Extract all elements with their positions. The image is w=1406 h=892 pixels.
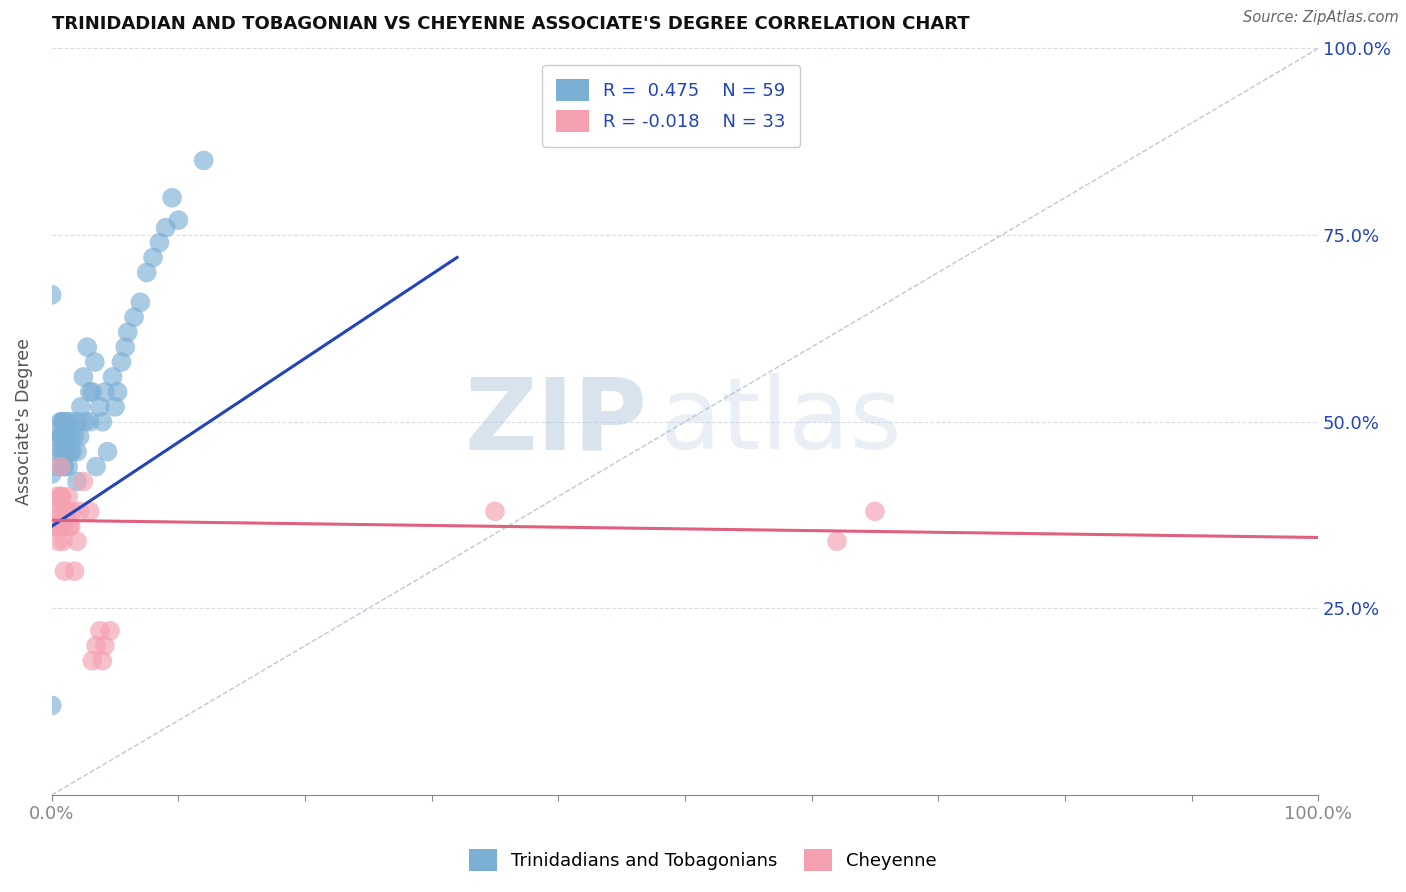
Point (60, 444, 83, 458)
Text: TRINIDADIAN AND TOBAGONIAN VS CHEYENNE ASSOCIATE'S DEGREE CORRELATION CHART: TRINIDADIAN AND TOBAGONIAN VS CHEYENNE A… (52, 15, 969, 33)
Point (49, 459, 72, 474)
Point (122, 310, 145, 325)
Point (101, 370, 124, 384)
Point (60, 504, 83, 518)
Point (53, 415, 76, 429)
Point (46, 459, 69, 474)
Point (484, 504, 506, 518)
Point (117, 325, 139, 339)
Point (142, 251, 165, 265)
Point (53, 444, 76, 458)
Point (56, 504, 79, 518)
Point (53, 430, 76, 444)
Point (167, 213, 190, 227)
Point (58, 459, 80, 474)
Point (91, 654, 114, 668)
Point (41, 288, 63, 302)
Point (53, 564, 76, 578)
Point (76, 340, 98, 354)
Point (59, 415, 82, 429)
Text: Source: ZipAtlas.com: Source: ZipAtlas.com (1243, 11, 1399, 25)
Point (59, 519, 82, 533)
Point (58, 430, 80, 444)
Point (69, 504, 91, 518)
Point (863, 504, 886, 518)
Point (51, 415, 73, 429)
Point (98, 624, 121, 638)
Point (79, 384, 101, 399)
Point (91, 415, 114, 429)
Point (41, 698, 63, 713)
Point (94, 639, 117, 653)
Point (46, 534, 69, 549)
Point (82, 384, 104, 399)
Point (41, 430, 63, 444)
Point (48, 519, 70, 533)
Point (51, 444, 73, 458)
Point (155, 220, 177, 235)
Text: atlas: atlas (659, 373, 901, 470)
Point (49, 490, 72, 504)
Point (148, 235, 170, 250)
Point (56, 415, 79, 429)
Point (46, 444, 69, 458)
Point (84, 459, 107, 474)
Point (89, 400, 111, 414)
Point (66, 534, 89, 549)
Point (58, 490, 80, 504)
Point (49, 415, 72, 429)
Point (41, 467, 63, 481)
Point (160, 191, 183, 205)
Point (59, 430, 82, 444)
Point (56, 444, 79, 458)
Point (83, 355, 105, 369)
Text: ZIP: ZIP (464, 373, 647, 470)
Point (53, 459, 76, 474)
Point (135, 265, 157, 279)
Point (51, 430, 73, 444)
Point (52, 519, 75, 533)
Point (52, 444, 75, 458)
Point (70, 400, 93, 414)
Y-axis label: Associate's Degree: Associate's Degree (15, 338, 32, 505)
Point (107, 384, 129, 399)
Point (114, 340, 136, 354)
Point (51, 490, 73, 504)
Point (66, 475, 89, 489)
Point (66, 415, 89, 429)
Point (52, 459, 75, 474)
Point (72, 475, 94, 489)
Point (53, 504, 76, 518)
Point (45, 490, 67, 504)
Point (52, 415, 75, 429)
Point (79, 504, 101, 518)
Point (825, 534, 848, 549)
Point (45, 504, 67, 518)
Point (69, 430, 91, 444)
Point (89, 624, 111, 638)
Point (84, 639, 107, 653)
Legend: Trinidadians and Tobagonians, Cheyenne: Trinidadians and Tobagonians, Cheyenne (463, 842, 943, 879)
Point (44, 519, 66, 533)
Point (82, 654, 104, 668)
Point (104, 400, 127, 414)
Point (110, 355, 132, 369)
Point (94, 384, 117, 399)
Point (66, 444, 89, 458)
Point (58, 519, 80, 533)
Point (52, 534, 75, 549)
Point (59, 444, 82, 458)
Point (63, 564, 86, 578)
Point (193, 153, 215, 168)
Point (79, 415, 101, 429)
Point (129, 295, 152, 310)
Point (51, 519, 73, 533)
Point (96, 444, 118, 458)
Point (72, 370, 94, 384)
Point (73, 415, 96, 429)
Point (49, 430, 72, 444)
Point (63, 430, 86, 444)
Legend: R =  0.475    N = 59, R = -0.018    N = 33: R = 0.475 N = 59, R = -0.018 N = 33 (541, 65, 800, 147)
Point (41, 504, 63, 518)
